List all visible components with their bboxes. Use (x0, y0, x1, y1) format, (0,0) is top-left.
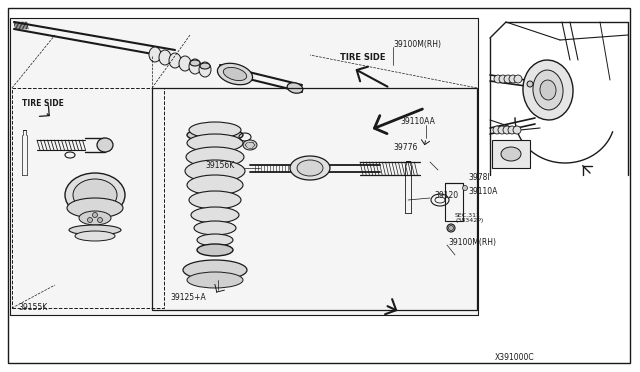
Ellipse shape (73, 179, 117, 211)
Ellipse shape (159, 50, 171, 65)
Text: 39110AA: 39110AA (400, 118, 435, 126)
Text: 39120: 39120 (434, 192, 458, 201)
Text: 39125+A: 39125+A (170, 292, 205, 301)
Ellipse shape (191, 207, 239, 223)
Bar (492, 140, 530, 168)
Ellipse shape (197, 234, 233, 246)
Ellipse shape (187, 272, 243, 288)
Ellipse shape (189, 191, 241, 209)
Text: 39155K: 39155K (18, 302, 47, 311)
Ellipse shape (194, 221, 236, 235)
Ellipse shape (287, 83, 303, 93)
Ellipse shape (97, 138, 113, 152)
Ellipse shape (513, 126, 521, 134)
Text: SEC.311
(38342P): SEC.311 (38342P) (455, 213, 483, 224)
Circle shape (447, 224, 455, 232)
Ellipse shape (223, 67, 246, 81)
Ellipse shape (187, 175, 243, 195)
Circle shape (88, 218, 93, 222)
Bar (10, 18, 478, 315)
Ellipse shape (243, 140, 257, 150)
Text: 39156K: 39156K (205, 161, 234, 170)
Ellipse shape (190, 60, 200, 66)
Ellipse shape (189, 122, 241, 138)
Text: 39110A: 39110A (468, 187, 497, 196)
Ellipse shape (218, 63, 253, 85)
Ellipse shape (540, 80, 556, 100)
Ellipse shape (149, 47, 161, 62)
Ellipse shape (185, 160, 245, 182)
Bar (445, 183, 463, 221)
Ellipse shape (501, 147, 521, 161)
Ellipse shape (197, 244, 233, 256)
Circle shape (93, 212, 97, 218)
Circle shape (463, 186, 467, 190)
Ellipse shape (504, 75, 512, 83)
Ellipse shape (75, 231, 115, 241)
Ellipse shape (69, 225, 121, 235)
Text: 39100M(RH): 39100M(RH) (448, 237, 496, 247)
Ellipse shape (514, 75, 522, 83)
Text: 39776: 39776 (393, 144, 417, 153)
Text: 39100M(RH): 39100M(RH) (393, 39, 441, 48)
Circle shape (527, 81, 533, 87)
Ellipse shape (499, 75, 507, 83)
Ellipse shape (533, 70, 563, 110)
Ellipse shape (199, 62, 211, 77)
Ellipse shape (508, 126, 516, 134)
Circle shape (449, 225, 454, 231)
Bar (12, 88, 164, 308)
Ellipse shape (79, 211, 111, 225)
Ellipse shape (186, 147, 244, 167)
Ellipse shape (297, 160, 323, 176)
Ellipse shape (187, 134, 243, 152)
Text: TIRE SIDE: TIRE SIDE (340, 54, 385, 62)
Ellipse shape (189, 59, 201, 74)
Ellipse shape (494, 75, 502, 83)
Ellipse shape (169, 53, 181, 68)
Ellipse shape (65, 173, 125, 217)
Ellipse shape (200, 63, 210, 69)
Ellipse shape (493, 126, 501, 134)
Ellipse shape (179, 56, 191, 71)
Ellipse shape (187, 128, 243, 142)
Text: X391000C: X391000C (495, 353, 534, 362)
Ellipse shape (290, 156, 330, 180)
Ellipse shape (523, 60, 573, 120)
Circle shape (97, 218, 102, 222)
Ellipse shape (509, 75, 517, 83)
Ellipse shape (183, 260, 247, 280)
Ellipse shape (503, 126, 511, 134)
Ellipse shape (67, 198, 123, 218)
Text: TIRE SIDE: TIRE SIDE (22, 99, 64, 108)
Text: 3978I: 3978I (468, 173, 490, 182)
Ellipse shape (498, 126, 506, 134)
Bar (152, 88, 477, 310)
